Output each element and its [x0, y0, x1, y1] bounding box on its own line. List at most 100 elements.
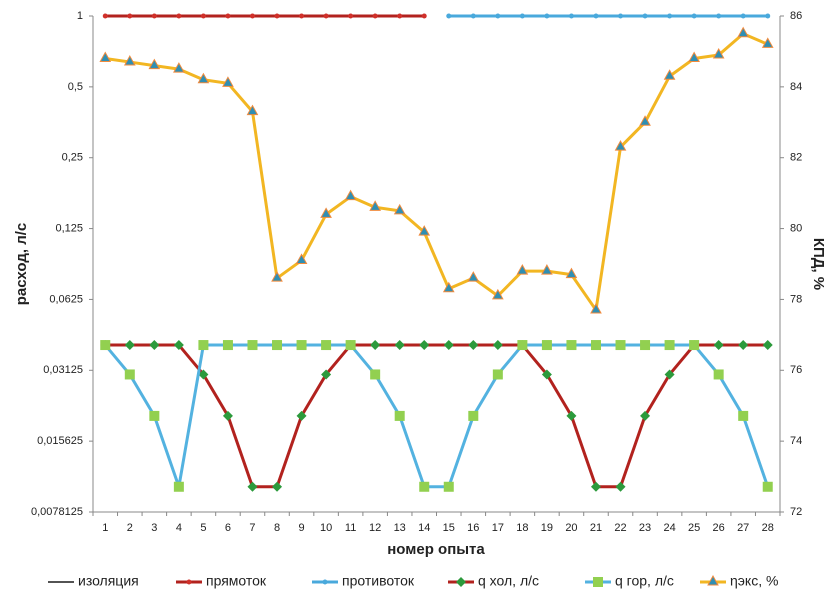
data-point	[271, 271, 283, 282]
x-tick-label: 8	[274, 522, 280, 534]
x-tick-label: 27	[737, 522, 749, 534]
data-point	[394, 340, 405, 351]
data-point	[519, 13, 525, 19]
x-tick-label: 5	[200, 522, 206, 534]
data-point	[467, 271, 480, 282]
data-point	[541, 340, 552, 351]
x-axis-title: номер опыта	[387, 541, 485, 558]
data-point	[173, 340, 184, 351]
legend-marker	[456, 577, 466, 587]
data-point	[688, 51, 700, 63]
data-point	[713, 340, 724, 351]
data-point	[566, 410, 577, 421]
data-point	[295, 253, 308, 264]
legend-marker	[593, 577, 603, 587]
data-point	[516, 264, 529, 275]
data-point	[296, 410, 307, 421]
data-point	[640, 410, 651, 421]
data-point	[348, 13, 354, 19]
data-point	[712, 47, 725, 59]
legend-marker	[322, 579, 328, 585]
data-point	[369, 200, 382, 211]
data-point	[123, 55, 136, 66]
data-point	[419, 481, 430, 492]
y-axis-title: расход, л/с	[13, 223, 30, 305]
data-point	[249, 13, 255, 19]
data-point	[614, 140, 627, 151]
y2-tick-label: 82	[790, 152, 802, 164]
data-point	[615, 481, 626, 492]
data-point	[370, 340, 381, 351]
data-point	[370, 369, 381, 380]
x-tick-label: 22	[614, 522, 626, 534]
y-tick-label: 0,03125	[43, 364, 83, 376]
data-point	[225, 13, 231, 19]
x-tick-label: 23	[639, 522, 651, 534]
y-tick-label: 0,25	[62, 152, 83, 164]
data-point	[517, 340, 528, 351]
data-point	[593, 13, 599, 19]
x-tick-label: 28	[762, 522, 774, 534]
x-tick-label: 7	[249, 522, 255, 534]
x-tick-label: 10	[320, 522, 332, 534]
x-tick-label: 24	[663, 522, 675, 534]
data-point	[640, 340, 651, 351]
y2-tick-label: 86	[790, 10, 802, 22]
data-point	[663, 69, 676, 80]
legend-marker	[707, 574, 719, 586]
data-point	[344, 189, 357, 201]
data-point	[272, 340, 283, 351]
data-point	[468, 410, 479, 421]
y2-tick-label: 80	[790, 222, 802, 234]
data-point	[149, 340, 160, 351]
data-point	[200, 13, 206, 19]
data-point	[544, 13, 550, 19]
data-point	[639, 115, 651, 126]
data-point	[124, 340, 135, 351]
y2-axis-title: КПД, %	[810, 238, 827, 290]
data-point	[299, 13, 305, 19]
data-point	[393, 203, 406, 215]
data-point	[762, 481, 773, 492]
data-point	[222, 410, 233, 421]
data-point	[716, 13, 722, 19]
data-point	[468, 340, 479, 351]
x-tick-label: 2	[127, 522, 133, 534]
data-point	[102, 13, 108, 19]
series-line	[105, 32, 769, 312]
data-point	[443, 340, 454, 351]
data-point	[492, 340, 503, 351]
legend-text: прямоток	[206, 573, 267, 589]
data-point	[421, 13, 427, 19]
x-tick-label: 12	[369, 522, 381, 534]
y-tick-label: 1	[77, 10, 83, 22]
data-point	[738, 340, 749, 351]
data-point	[590, 481, 601, 492]
series-line	[105, 343, 768, 489]
legend-text: изоляция	[78, 573, 139, 589]
y-tick-label: 0,0078125	[31, 506, 83, 518]
data-point	[246, 104, 259, 116]
data-point	[565, 267, 578, 279]
y-tick-label: 0,0625	[49, 293, 83, 305]
y2-tick-label: 76	[790, 364, 802, 376]
series-line	[104, 343, 770, 489]
data-point	[446, 13, 452, 19]
data-point	[713, 369, 724, 380]
legend-marker	[186, 579, 192, 585]
legend-text: q гор, л/с	[615, 573, 674, 589]
x-tick-label: 18	[516, 522, 528, 534]
data-point	[443, 481, 454, 492]
data-point	[442, 281, 455, 293]
data-point	[470, 13, 476, 19]
data-point	[176, 13, 182, 19]
data-point	[541, 264, 553, 275]
data-point	[345, 340, 356, 351]
x-tick-label: 15	[443, 522, 455, 534]
data-point	[272, 481, 283, 492]
x-tick-label: 1	[102, 522, 108, 534]
data-point	[419, 340, 430, 351]
data-point	[247, 481, 258, 492]
data-point	[323, 13, 329, 19]
